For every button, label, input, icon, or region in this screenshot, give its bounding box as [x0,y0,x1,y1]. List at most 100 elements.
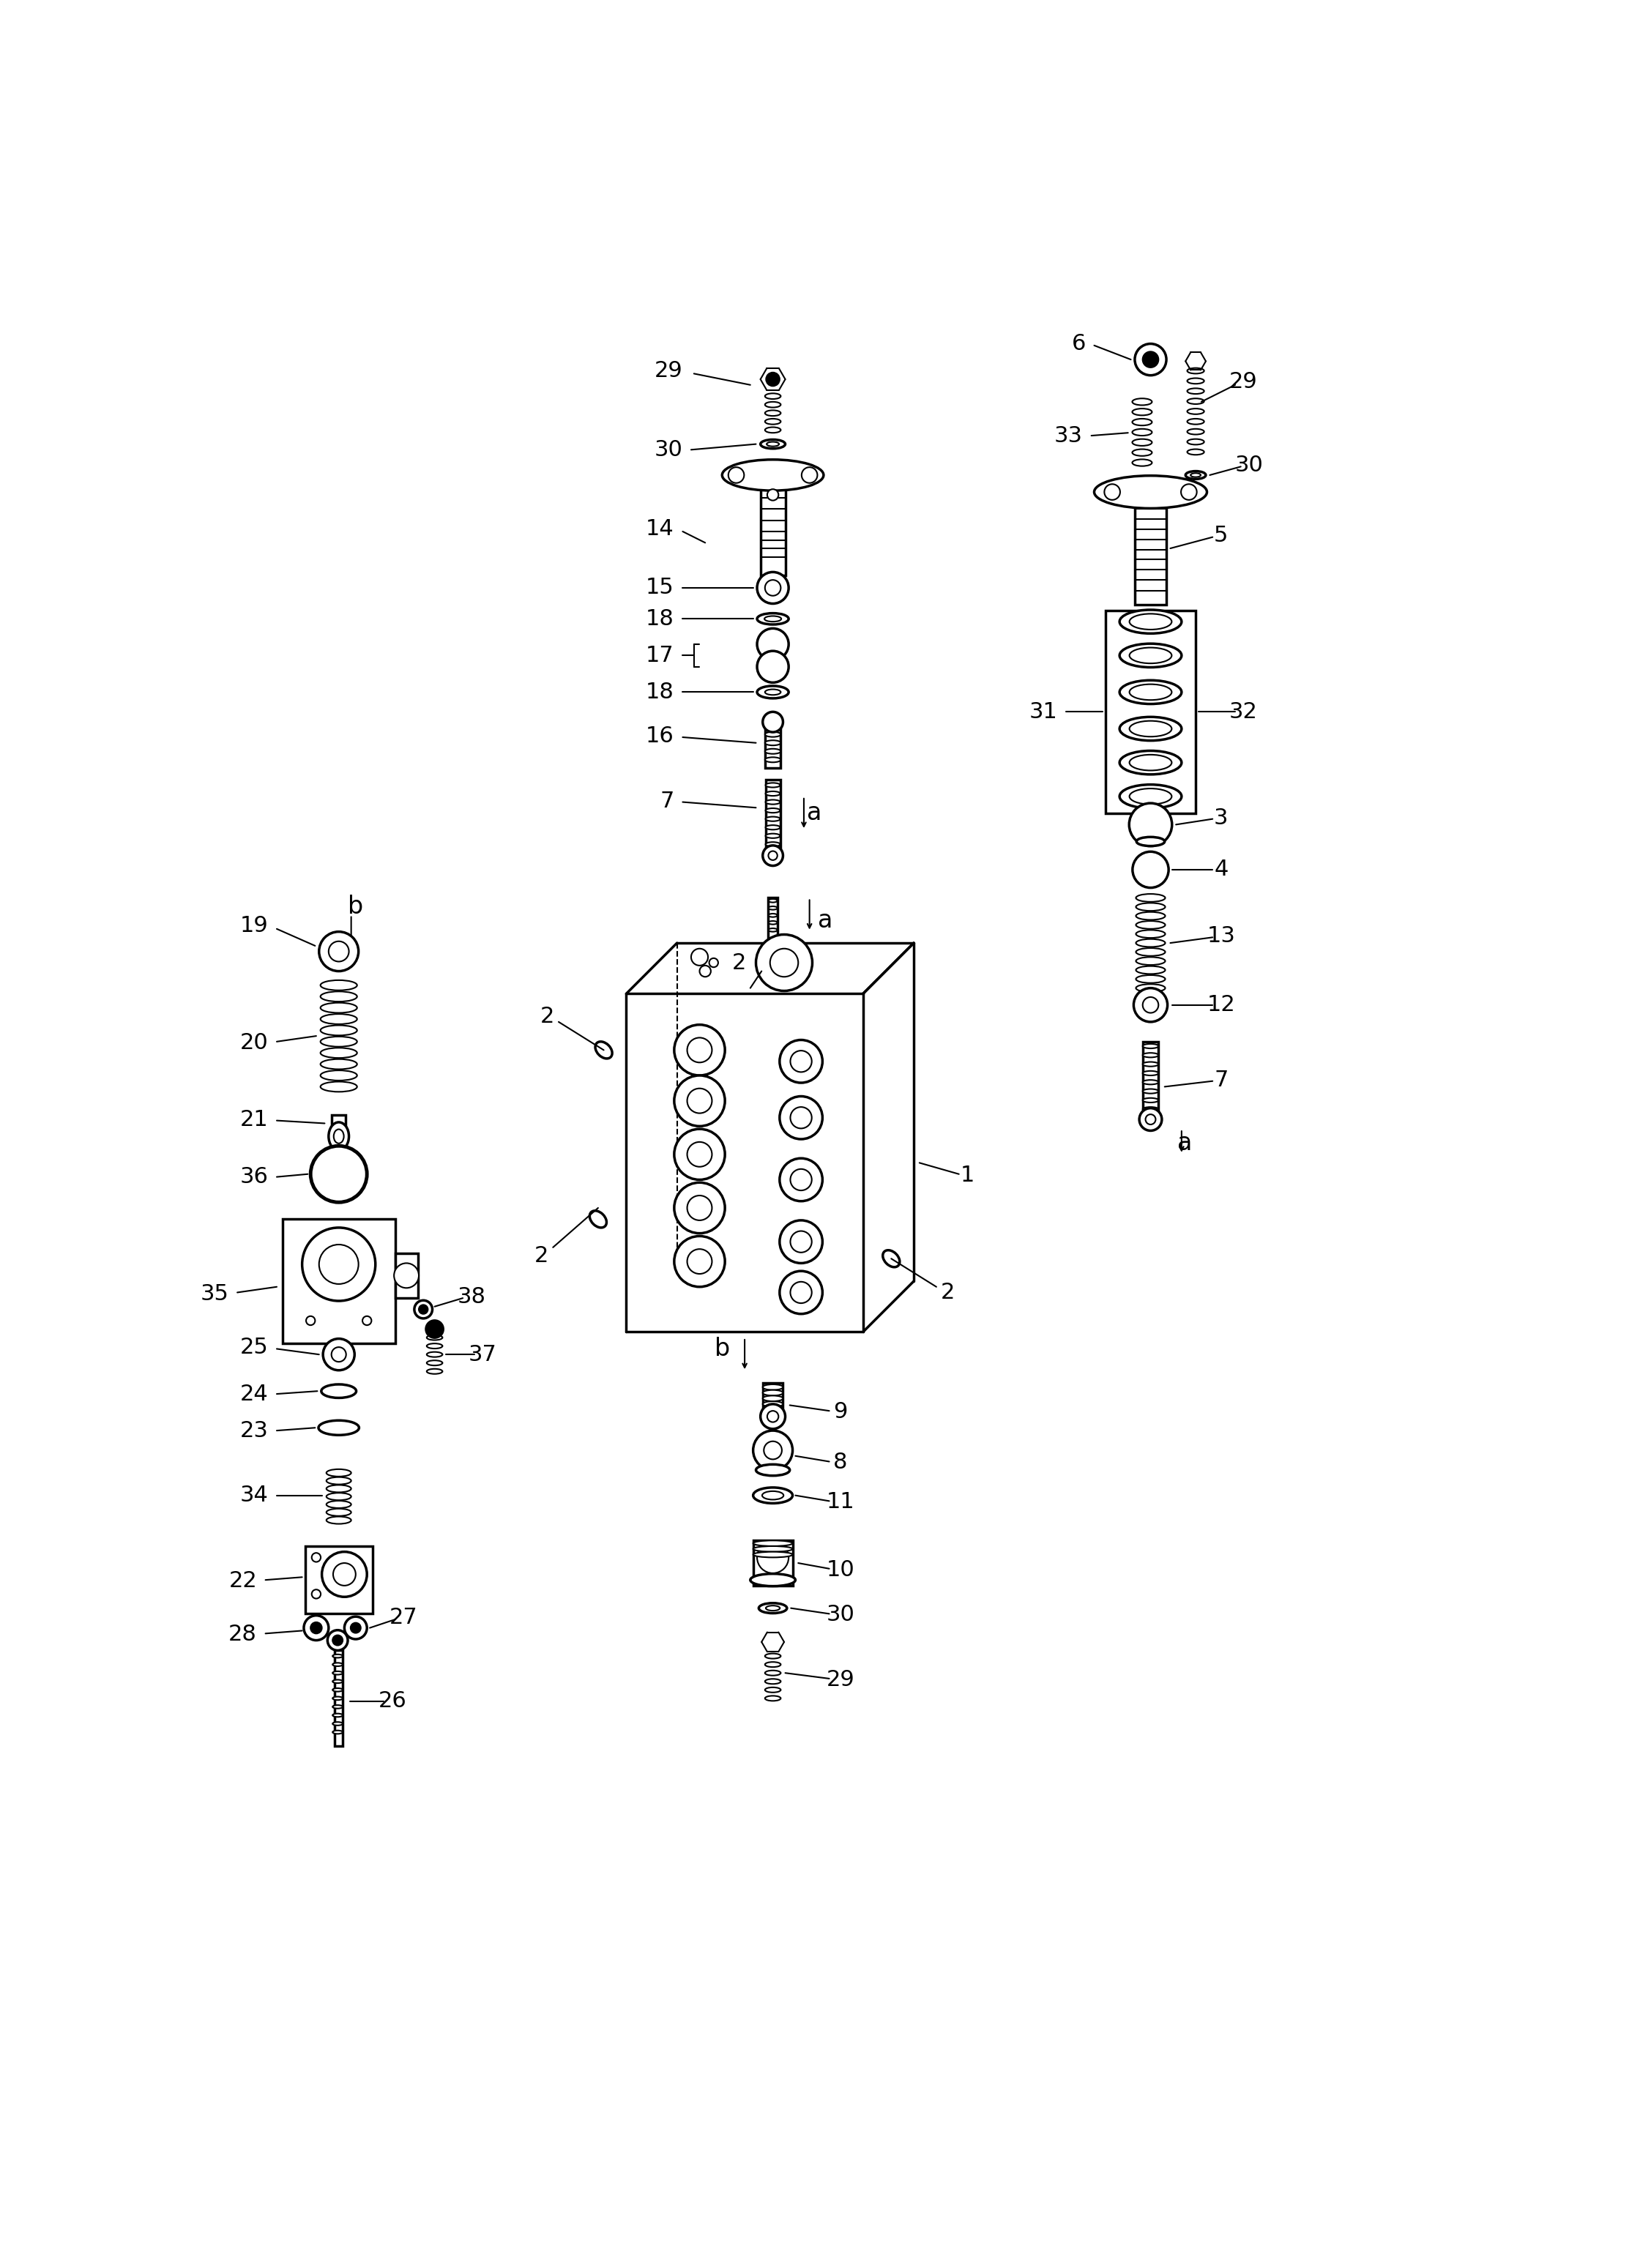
Ellipse shape [1143,1098,1158,1102]
Ellipse shape [766,442,779,447]
Ellipse shape [753,1488,792,1504]
Ellipse shape [764,739,781,746]
Ellipse shape [426,1336,443,1340]
Ellipse shape [764,733,781,737]
Circle shape [768,1411,779,1422]
Ellipse shape [1143,1080,1158,1084]
Ellipse shape [333,1653,343,1658]
Text: 36: 36 [239,1166,269,1188]
Ellipse shape [768,921,777,925]
Ellipse shape [768,907,777,909]
Ellipse shape [764,1672,781,1676]
Circle shape [790,1281,812,1304]
Ellipse shape [333,1696,343,1701]
Circle shape [728,467,745,483]
Ellipse shape [320,991,358,1002]
Ellipse shape [1132,460,1151,467]
Text: 2: 2 [535,1245,549,1266]
Ellipse shape [759,1603,787,1613]
Ellipse shape [766,826,781,830]
Text: 11: 11 [827,1492,854,1513]
Ellipse shape [1187,367,1204,374]
Ellipse shape [333,1129,344,1143]
Ellipse shape [1143,1043,1158,1048]
Ellipse shape [320,1082,358,1091]
Circle shape [333,1635,343,1644]
Circle shape [771,948,799,978]
Ellipse shape [764,392,781,399]
Bar [764,728,781,769]
Ellipse shape [1137,957,1164,964]
Text: 18: 18 [646,680,674,703]
Ellipse shape [766,801,781,805]
Text: 7: 7 [1214,1068,1228,1091]
Ellipse shape [333,1706,343,1708]
Text: 8: 8 [833,1452,848,1474]
Circle shape [790,1168,812,1191]
Ellipse shape [764,1687,781,1692]
Bar [761,488,786,576]
Ellipse shape [333,1681,343,1683]
Circle shape [756,934,812,991]
Circle shape [790,1232,812,1252]
Ellipse shape [763,1402,782,1406]
Text: 32: 32 [1230,701,1258,723]
Ellipse shape [320,1048,358,1057]
Ellipse shape [333,1687,343,1692]
Ellipse shape [1137,984,1164,991]
Circle shape [687,1039,712,1061]
Text: 6: 6 [1071,333,1086,354]
Ellipse shape [1130,685,1171,701]
Ellipse shape [1120,610,1181,633]
Ellipse shape [326,1508,351,1515]
Ellipse shape [1186,472,1205,479]
Ellipse shape [1132,399,1151,406]
Ellipse shape [768,928,777,932]
Ellipse shape [326,1501,351,1508]
Circle shape [690,948,708,966]
Ellipse shape [766,835,781,839]
Ellipse shape [333,1672,343,1674]
Ellipse shape [1130,789,1171,805]
Circle shape [328,1631,348,1651]
Ellipse shape [763,1383,782,1390]
Ellipse shape [1132,408,1151,415]
Ellipse shape [326,1517,351,1524]
Circle shape [321,1551,367,1597]
Text: 2: 2 [731,953,746,973]
Ellipse shape [1137,939,1164,948]
Text: 17: 17 [646,644,674,667]
Ellipse shape [763,1490,784,1499]
Ellipse shape [764,1653,781,1658]
Ellipse shape [328,1123,349,1150]
Circle shape [768,850,777,860]
Ellipse shape [590,1211,607,1227]
Ellipse shape [1187,429,1204,435]
Ellipse shape [1187,379,1204,383]
Circle shape [758,572,789,603]
Ellipse shape [320,1002,358,1014]
Text: 25: 25 [239,1338,269,1359]
Text: 31: 31 [1028,701,1058,723]
Ellipse shape [753,1551,792,1558]
Ellipse shape [1130,649,1171,662]
Text: 38: 38 [458,1286,485,1309]
Ellipse shape [1130,755,1171,771]
Ellipse shape [758,685,789,699]
Ellipse shape [1132,420,1151,426]
Circle shape [764,581,781,596]
Circle shape [303,1615,328,1640]
Bar [763,1383,782,1413]
Bar [395,1252,418,1297]
Ellipse shape [1137,975,1164,982]
Ellipse shape [722,460,823,490]
Circle shape [425,1320,443,1338]
Circle shape [779,1270,822,1313]
Circle shape [687,1089,712,1114]
Bar [753,1540,792,1585]
Circle shape [333,1563,356,1585]
Circle shape [418,1304,428,1313]
Text: b: b [348,894,364,919]
Ellipse shape [1120,751,1181,773]
Circle shape [674,1236,725,1286]
